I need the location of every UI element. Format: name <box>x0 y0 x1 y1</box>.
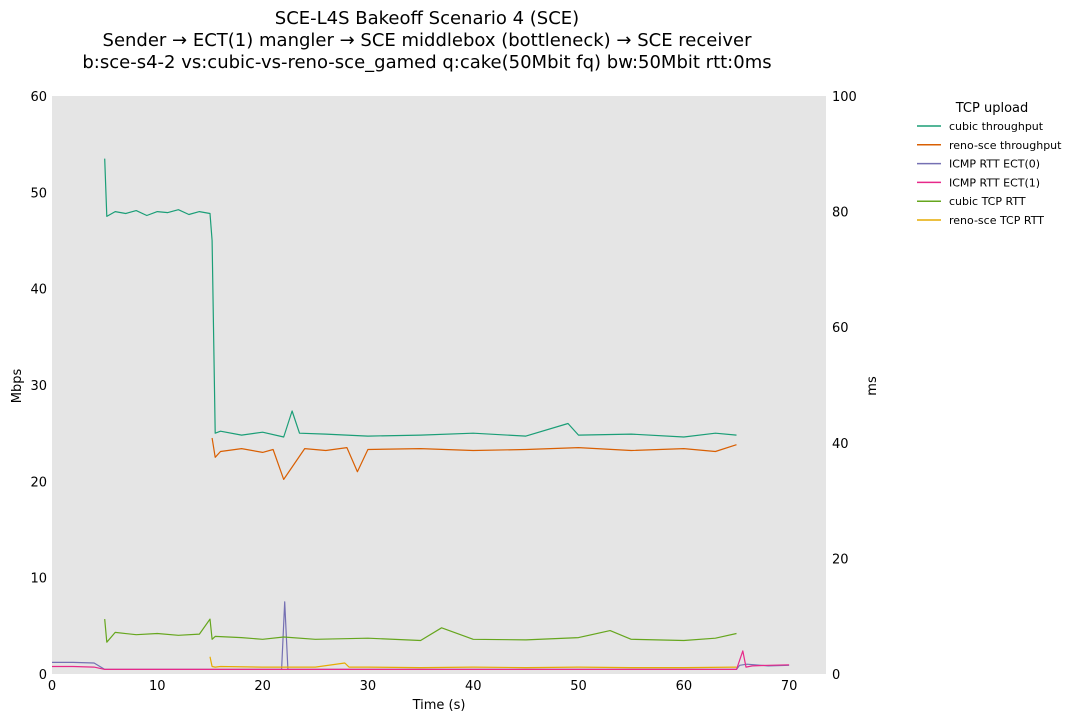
y-axis-ticks: 0 10 20 30 40 50 60 <box>30 90 47 683</box>
x-tick-label: 50 <box>570 679 587 694</box>
y-tick-label: 40 <box>30 283 47 298</box>
y2-tick-label: 100 <box>832 90 857 105</box>
x-tick-label: 70 <box>781 679 798 694</box>
plot-area <box>52 96 826 674</box>
x-tick-label: 0 <box>48 679 56 694</box>
series-line-5 <box>209 656 737 669</box>
x-tick-label: 40 <box>465 679 482 694</box>
y-tick-label: 0 <box>39 668 47 683</box>
series-line-4 <box>104 618 737 643</box>
legend-entry: ICMP RTT ECT(1) <box>949 176 1040 189</box>
x-axis-ticks: 0 10 20 30 40 50 60 70 <box>48 679 798 694</box>
y-tick-label: 60 <box>30 90 47 105</box>
legend-entry: reno-sce throughput <box>949 139 1062 152</box>
y2-tick-label: 40 <box>832 437 849 452</box>
y2-axis-ticks: 0 20 40 60 80 100 <box>832 90 857 683</box>
legend-entry: reno-sce TCP RTT <box>949 214 1044 227</box>
legend-entry: cubic throughput <box>949 120 1044 133</box>
y2-tick-label: 60 <box>832 321 849 336</box>
legend-entry: ICMP RTT ECT(0) <box>949 158 1040 171</box>
y-tick-label: 10 <box>30 572 47 587</box>
x-tick-label: 60 <box>676 679 693 694</box>
y2-tick-label: 0 <box>832 668 840 683</box>
y-tick-label: 30 <box>30 379 47 394</box>
y2-tick-label: 80 <box>832 206 849 221</box>
x-tick-label: 10 <box>149 679 166 694</box>
series-line-1 <box>211 437 737 480</box>
y-axis-label: Mbps <box>10 369 25 404</box>
x-axis-label: Time (s) <box>412 698 466 713</box>
x-tick-label: 30 <box>360 679 377 694</box>
chart-subtitle-2: b:sce-s4-2 vs:cubic-vs-reno-sce_gamed q:… <box>82 52 771 73</box>
series-layer <box>52 158 790 671</box>
y2-axis-label: ms <box>865 376 880 396</box>
series-line-0 <box>104 158 737 438</box>
chart-title: SCE-L4S Bakeoff Scenario 4 (SCE) <box>275 8 579 29</box>
x-tick-label: 20 <box>254 679 271 694</box>
series-line-3 <box>52 650 790 671</box>
legend-title: TCP upload <box>955 101 1029 116</box>
y2-tick-label: 20 <box>832 552 849 567</box>
chart-subtitle: Sender → ECT(1) mangler → SCE middlebox … <box>103 30 753 51</box>
y-tick-label: 20 <box>30 475 47 490</box>
y-tick-label: 50 <box>30 186 47 201</box>
legend-entry: cubic TCP RTT <box>949 195 1026 208</box>
legend: TCP upload cubic throughput reno-sce thro… <box>917 101 1062 227</box>
